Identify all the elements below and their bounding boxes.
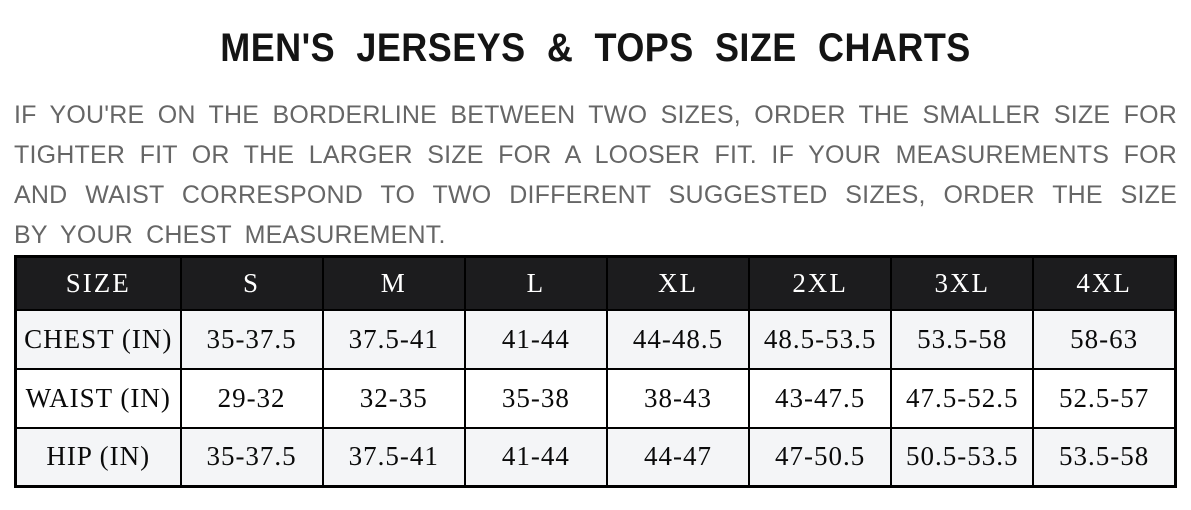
size-value-cell: 47.5-52.5 [890, 367, 1035, 429]
page-title: MEN'S JERSEYS & TOPS SIZE CHARTS [220, 26, 971, 70]
table-header-row: SIZE S M L XL 2XL 3XL 4XL [14, 255, 1177, 311]
size-value-cell: 50.5-53.5 [890, 426, 1035, 488]
size-value-cell: 53.5-58 [1032, 426, 1177, 488]
size-value-cell: 44-48.5 [605, 308, 751, 370]
column-header-m: M [321, 255, 466, 311]
size-value-cell: 32-35 [321, 367, 466, 429]
column-header-4xl: 4XL [1032, 255, 1177, 311]
row-label-cell: WAIST (IN) [14, 367, 182, 429]
size-value-cell: 37.5-41 [321, 308, 466, 370]
intro-paragraph: IF YOU'RE ON THE BORDERLINE BETWEEN TWO … [14, 95, 1177, 255]
size-value-cell: 52.5-57 [1032, 367, 1177, 429]
column-header-s: S [179, 255, 324, 311]
size-value-cell: 38-43 [605, 367, 751, 429]
intro-line: BY YOUR CHEST MEASUREMENT. [14, 221, 446, 249]
row-label-cell: CHEST (IN) [14, 308, 182, 370]
size-chart-page: MEN'S JERSEYS & TOPS SIZE CHARTS IF YOU'… [0, 26, 1191, 510]
column-header-2xl: 2XL [748, 255, 893, 311]
size-value-cell: 58-63 [1032, 308, 1177, 370]
row-label-cell: HIP (IN) [14, 426, 182, 488]
size-value-cell: 43-47.5 [748, 367, 893, 429]
size-value-cell: 48.5-53.5 [748, 308, 893, 370]
column-header-size: SIZE [14, 255, 182, 311]
size-value-cell: 47-50.5 [748, 426, 893, 488]
intro-line: IF YOU'RE ON THE BORDERLINE BETWEEN TWO … [14, 101, 1177, 129]
column-header-l: L [463, 255, 608, 311]
column-header-3xl: 3XL [890, 255, 1035, 311]
intro-line: AND WAIST CORRESPOND TO TWO DIFFERENT SU… [14, 181, 1177, 209]
size-chart-table: SIZE S M L XL 2XL 3XL 4XL CHEST (IN) 35-… [14, 255, 1177, 488]
size-value-cell: 35-37.5 [179, 426, 324, 488]
size-value-cell: 29-32 [179, 367, 324, 429]
table-row-chest: CHEST (IN) 35-37.5 37.5-41 41-44 44-48.5… [14, 308, 1177, 370]
size-value-cell: 35-38 [463, 367, 608, 429]
size-value-cell: 44-47 [605, 426, 751, 488]
size-value-cell: 37.5-41 [321, 426, 466, 488]
size-value-cell: 41-44 [463, 308, 608, 370]
size-value-cell: 35-37.5 [179, 308, 324, 370]
size-value-cell: 53.5-58 [890, 308, 1035, 370]
column-header-xl: XL [605, 255, 751, 311]
size-value-cell: 41-44 [463, 426, 608, 488]
intro-line: TIGHTER FIT OR THE LARGER SIZE FOR A LOO… [14, 141, 1177, 169]
table-row-waist: WAIST (IN) 29-32 32-35 35-38 38-43 43-47… [14, 367, 1177, 429]
table-row-hip: HIP (IN) 35-37.5 37.5-41 41-44 44-47 47-… [14, 426, 1177, 488]
